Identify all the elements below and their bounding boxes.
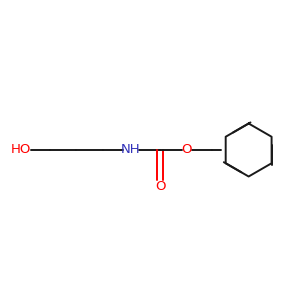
Text: NH: NH [121,142,141,156]
Text: O: O [182,143,192,157]
Text: O: O [155,180,166,193]
Text: HO: HO [10,143,31,157]
